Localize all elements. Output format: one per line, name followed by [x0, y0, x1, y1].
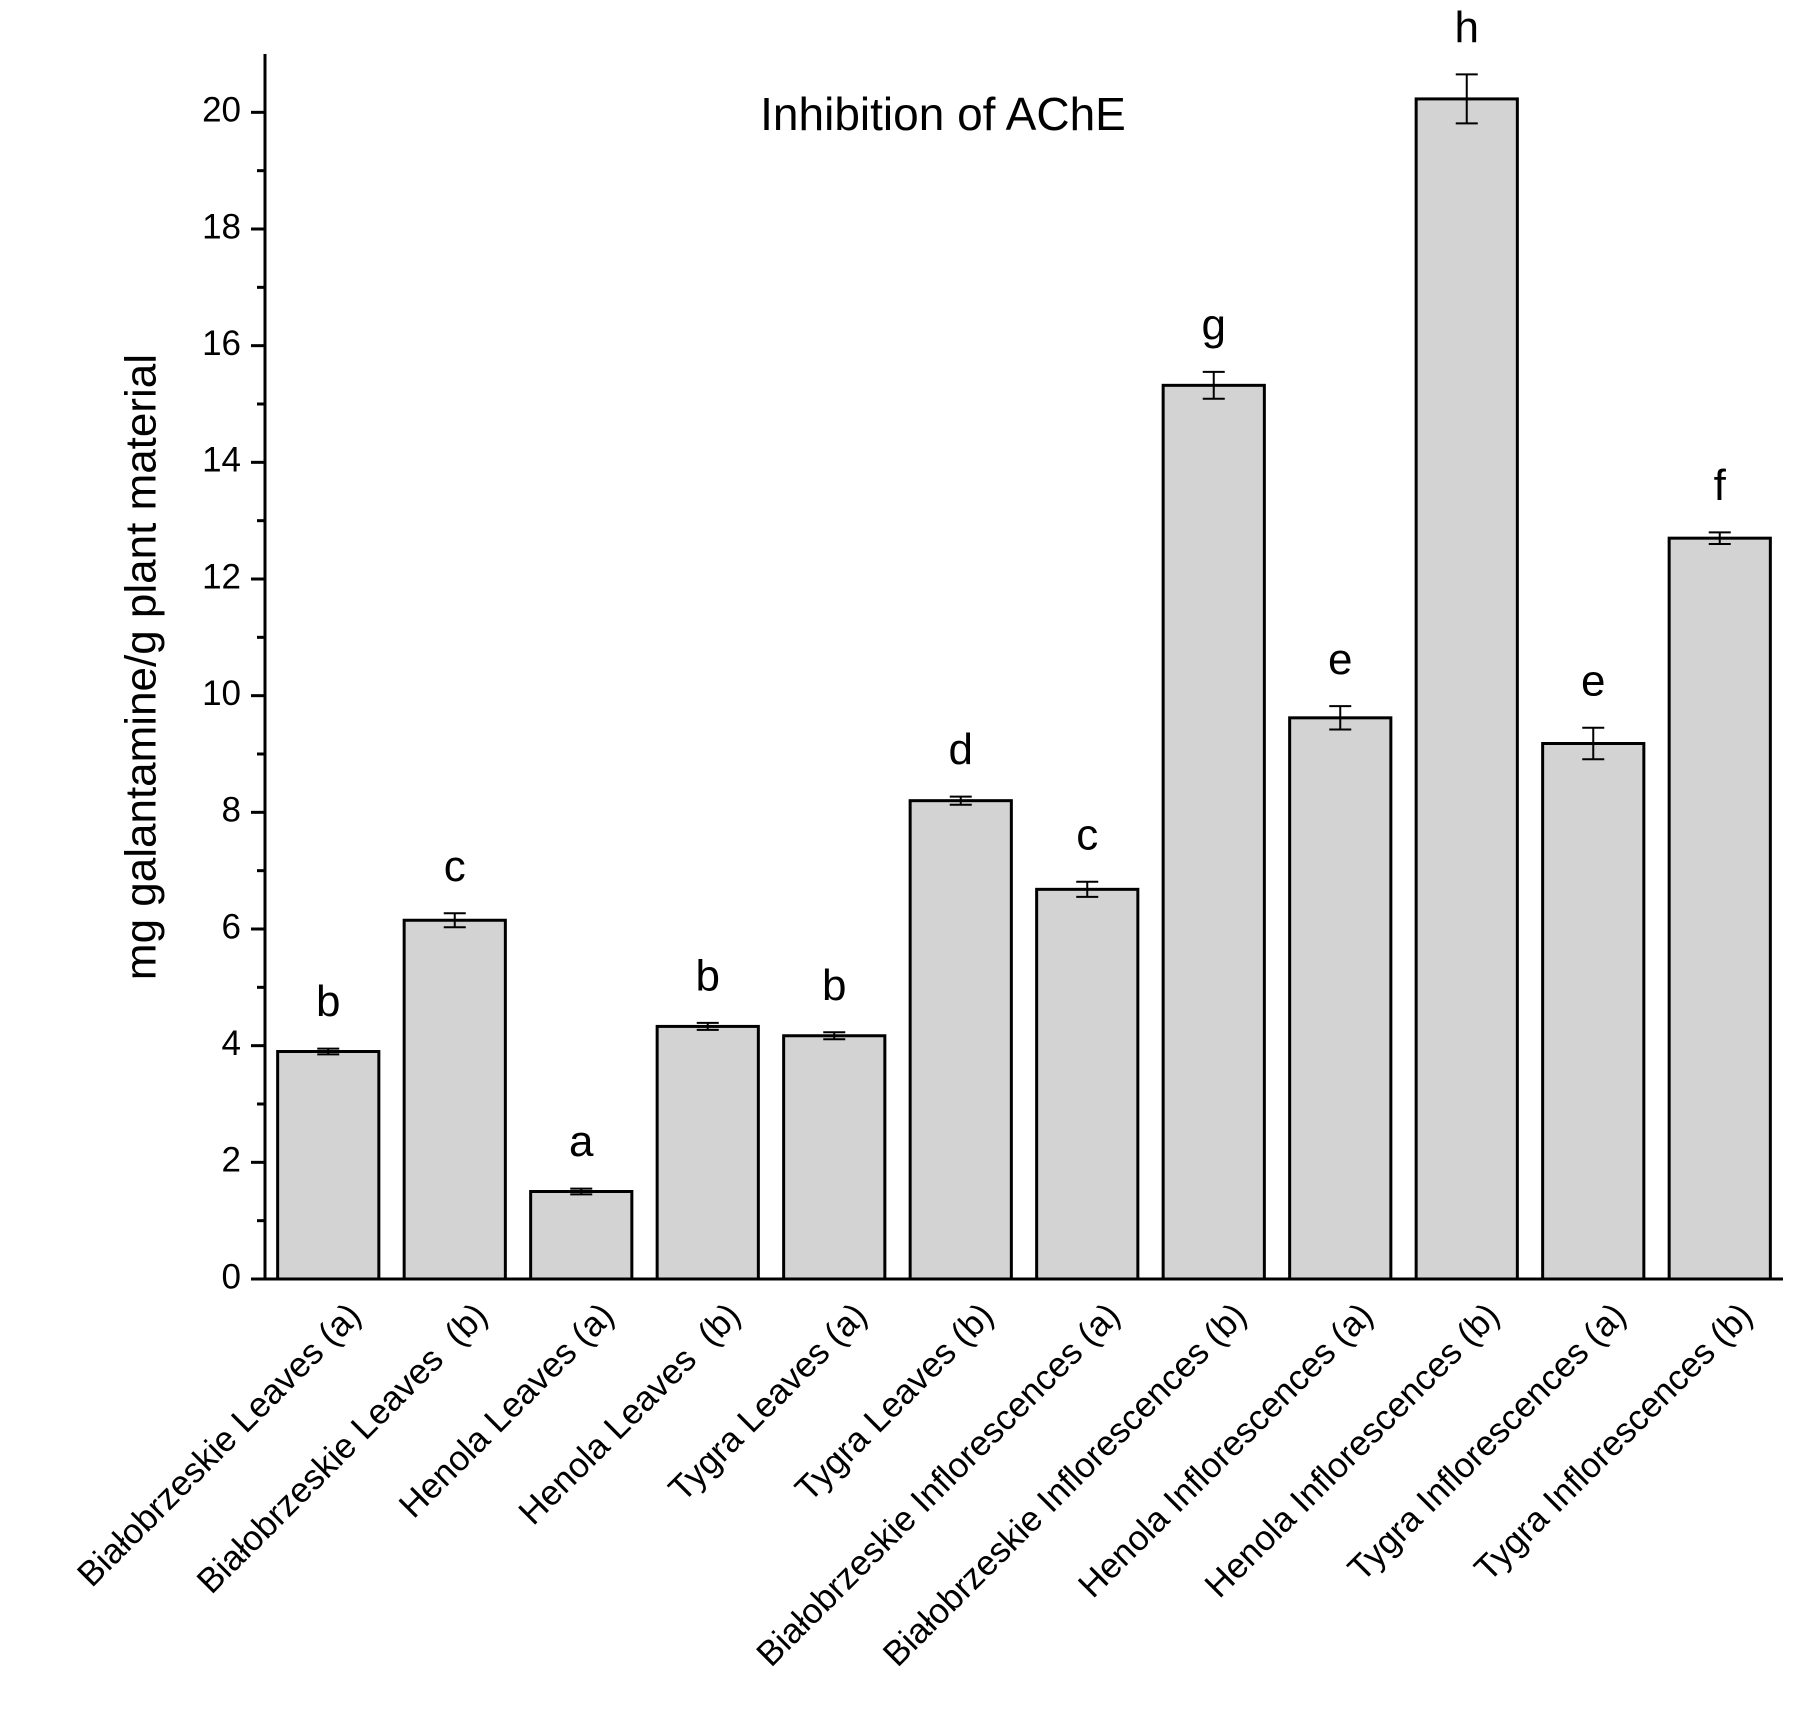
significance-letter: d — [949, 725, 973, 774]
error-bar — [949, 795, 972, 806]
error-bar — [1582, 726, 1605, 761]
significance-letter: f — [1714, 461, 1727, 510]
bar — [1667, 536, 1772, 1281]
significance-letter: b — [316, 977, 340, 1026]
y-tick-label: 2 — [222, 1141, 241, 1180]
error-bar — [1329, 705, 1352, 731]
y-tick-label: 14 — [202, 441, 241, 480]
error-bar — [696, 1021, 719, 1031]
bar — [655, 1024, 760, 1281]
significance-letter: e — [1581, 656, 1605, 705]
y-tick-label: 16 — [202, 324, 241, 363]
y-tick-label: 8 — [222, 791, 241, 830]
error-bar — [1708, 531, 1731, 545]
significance-letter: h — [1455, 3, 1479, 52]
significance-letter: c — [444, 842, 466, 891]
error-bar — [570, 1187, 593, 1196]
bar — [908, 799, 1013, 1281]
x-tick-label: Henola Leaves (a) — [392, 1296, 622, 1526]
bar — [529, 1190, 634, 1281]
chart-title: Inhibition of AChE — [760, 88, 1126, 140]
y-tick-label: 6 — [222, 907, 241, 946]
error-bar — [443, 912, 466, 929]
y-tick-label: 4 — [222, 1024, 241, 1063]
y-tick-label: 20 — [202, 91, 241, 130]
bar — [276, 1050, 381, 1281]
significance-letter: a — [569, 1117, 594, 1166]
y-tick-label: 18 — [202, 207, 241, 246]
error-bar — [823, 1031, 846, 1041]
y-axis-label: mg galantamine/g plant material — [117, 354, 166, 980]
error-bar — [1202, 370, 1225, 400]
error-bar — [317, 1047, 340, 1056]
bar — [1414, 97, 1519, 1281]
bar — [782, 1034, 887, 1281]
y-tick-label: 0 — [222, 1257, 241, 1296]
bar — [402, 918, 507, 1281]
significance-letter: b — [822, 961, 846, 1010]
significance-letter: c — [1076, 810, 1098, 859]
significance-letter: b — [696, 952, 720, 1001]
error-bar — [1455, 73, 1478, 125]
y-tick-label: 10 — [202, 674, 241, 713]
bar — [1035, 887, 1140, 1281]
bar — [1161, 383, 1266, 1281]
error-bar — [1076, 880, 1099, 898]
significance-letter: g — [1202, 301, 1226, 350]
x-tick-label: Henola Leaves (b) — [511, 1296, 748, 1533]
y-tick-label: 12 — [202, 557, 241, 596]
significance-letter: e — [1328, 635, 1352, 684]
bar — [1541, 742, 1646, 1281]
bar — [1288, 716, 1393, 1281]
